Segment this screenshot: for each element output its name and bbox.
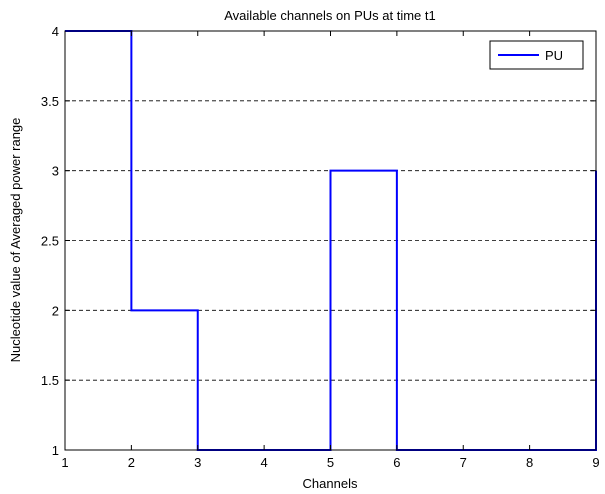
x-tick-label: 5 bbox=[327, 455, 334, 470]
chart-title: Available channels on PUs at time t1 bbox=[224, 8, 436, 23]
y-tick-label: 2.5 bbox=[41, 234, 59, 249]
y-tick-label: 2 bbox=[52, 303, 59, 318]
y-tick-label: 3 bbox=[52, 164, 59, 179]
y-axis-ticks: 1 1.5 2 2.5 3 3.5 4 bbox=[41, 24, 596, 458]
legend: PU bbox=[489, 40, 584, 70]
x-tick-label: 1 bbox=[61, 455, 68, 470]
x-tick-label: 7 bbox=[460, 455, 467, 470]
x-tick-label: 9 bbox=[592, 455, 599, 470]
y-tick-label: 1 bbox=[52, 443, 59, 458]
y-tick-label: 1.5 bbox=[41, 373, 59, 388]
x-axis-ticks: 1 2 3 4 5 6 7 8 9 bbox=[61, 31, 600, 470]
x-tick-label: 4 bbox=[261, 455, 268, 470]
legend-label-pu: PU bbox=[545, 48, 563, 63]
x-axis-label: Channels bbox=[303, 476, 358, 491]
x-tick-label: 8 bbox=[526, 455, 533, 470]
y-tick-label: 4 bbox=[52, 24, 59, 39]
y-axis-label: Nucleotide value of Averaged power range bbox=[8, 118, 23, 363]
x-tick-label: 3 bbox=[194, 455, 201, 470]
x-tick-label: 6 bbox=[393, 455, 400, 470]
x-tick-label: 2 bbox=[128, 455, 135, 470]
gridlines bbox=[65, 100, 596, 381]
y-tick-label: 3.5 bbox=[41, 94, 59, 109]
